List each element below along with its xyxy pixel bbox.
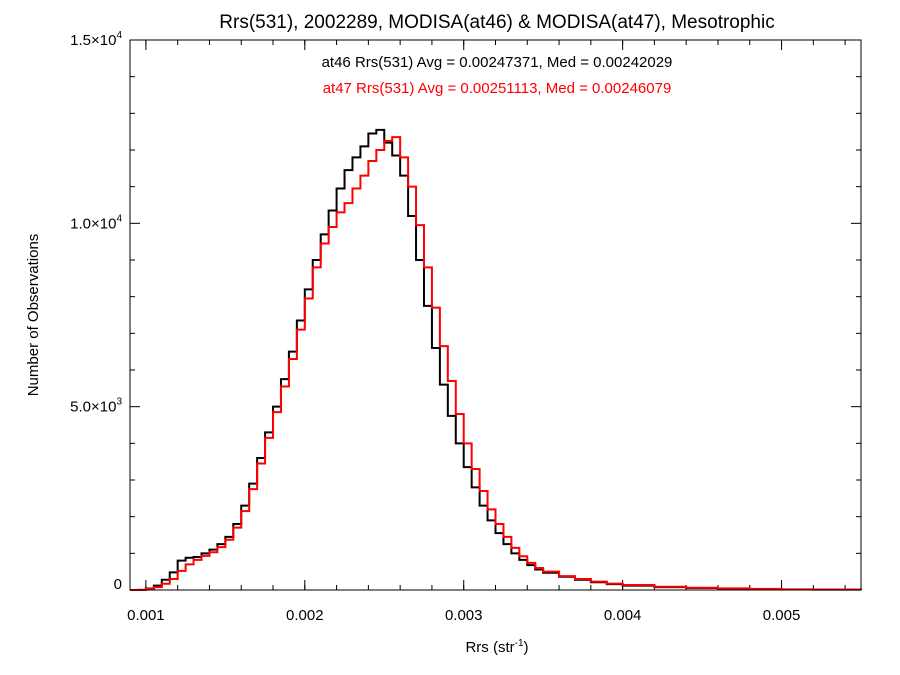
y-tick-label: 1.0×104 bbox=[70, 213, 122, 232]
x-tick-label: 0.004 bbox=[604, 607, 642, 624]
x-axis-label: Rrs (str-1) bbox=[465, 638, 528, 656]
y-tick-label: 0 bbox=[114, 576, 122, 593]
x-tick-label: 0.001 bbox=[127, 607, 165, 624]
x-axis-ticks: 0.001 0.002 0.003 0.004 0.005 bbox=[127, 40, 800, 624]
x-axis-label-base: Rrs (str bbox=[465, 639, 514, 656]
y-axis-ticks: 0 5.0×103 1.0×104 1.5×104 bbox=[70, 30, 861, 593]
series-line-1 bbox=[130, 136, 862, 591]
annotation-at47: at47 Rrs(531) Avg = 0.00251113, Med = 0.… bbox=[323, 80, 672, 97]
y-tick-label: 1.5×104 bbox=[70, 30, 122, 49]
y-tick-label: 5.0×103 bbox=[70, 397, 122, 416]
chart-title: Rrs(531), 2002289, MODISA(at46) & MODISA… bbox=[219, 12, 774, 33]
annotation-at46: at46 Rrs(531) Avg = 0.00247371, Med = 0.… bbox=[322, 54, 673, 71]
y-axis-label: Number of Observations bbox=[25, 234, 42, 397]
x-axis-label-sup: -1 bbox=[515, 638, 524, 649]
x-axis-label-tail: ) bbox=[524, 639, 529, 656]
x-tick-label: 0.002 bbox=[286, 607, 324, 624]
plot-frame bbox=[129, 39, 862, 591]
series-layer bbox=[130, 128, 862, 591]
x-tick-label: 0.005 bbox=[763, 607, 801, 624]
x-tick-label: 0.003 bbox=[445, 607, 483, 624]
